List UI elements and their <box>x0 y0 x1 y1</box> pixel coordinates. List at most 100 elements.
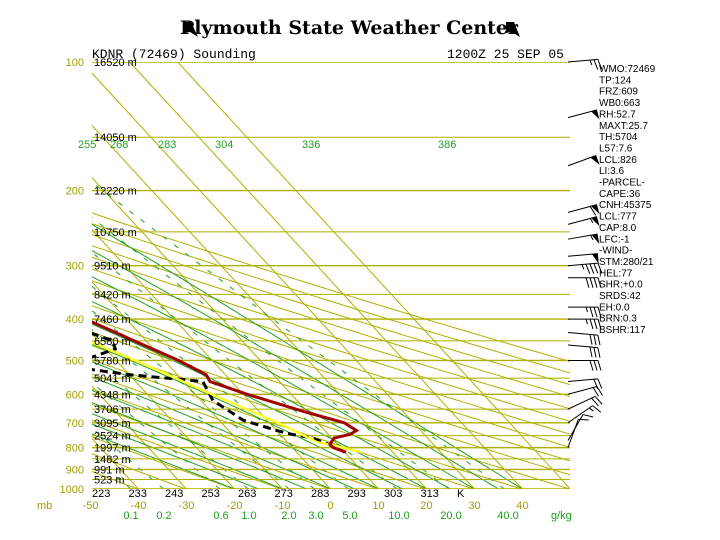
index-line: EH:0.0 <box>599 302 630 313</box>
height-label: 3095 m <box>94 418 131 430</box>
barb-feather <box>589 306 594 318</box>
mixing-ratio-label: 0.1 <box>123 510 138 522</box>
index-line: MAXT:25.7 <box>599 121 648 132</box>
moist-adiabat <box>92 402 307 489</box>
height-label: 9510 m <box>94 261 131 273</box>
barb-feather <box>589 263 595 274</box>
index-line: L57:7.6 <box>599 143 633 154</box>
barb-feather <box>593 306 598 318</box>
pressure-tick-label: 100 <box>66 57 84 69</box>
mixing-ratio-unit: g/kg <box>551 510 572 522</box>
height-label: 10750 m <box>94 227 137 239</box>
height-label: 523 m <box>94 474 125 486</box>
barb-shaft <box>567 262 598 267</box>
parcel-trace <box>92 341 362 454</box>
height-label: 8420 m <box>94 289 131 301</box>
height-label: 4348 m <box>94 389 131 401</box>
barb-feather <box>589 206 597 216</box>
barb-half-feather <box>581 264 585 270</box>
sounding-profiles <box>92 320 362 454</box>
sounding-info: KDNR (72469) Sounding 1200Z 25 SEP 05 <box>92 47 564 62</box>
barb-feather <box>593 347 597 358</box>
barb-feather <box>585 263 591 275</box>
theta-e-label: 255 <box>78 139 96 151</box>
barb-shaft <box>567 395 596 410</box>
wind-barb <box>567 262 603 275</box>
dewpoint-profile <box>92 331 346 454</box>
barb-feather <box>593 263 599 274</box>
barb-feather <box>578 418 589 421</box>
pressure-tick-label: 1000 <box>60 484 84 496</box>
wind-barb <box>567 216 600 227</box>
stability-indices: WMO:72469TP:124FRZ:609WB0:663RH:52.7MAXT… <box>599 64 656 336</box>
mixing-ratio-line <box>92 310 316 489</box>
height-label: 3706 m <box>94 404 131 416</box>
height-label: 1997 m <box>94 443 131 455</box>
temperature-tick-label: 30 <box>468 500 480 512</box>
barb-shaft <box>567 419 579 448</box>
barb-shaft <box>567 378 598 382</box>
theta-e-label: 336 <box>302 139 320 151</box>
height-label: 5780 m <box>94 355 131 367</box>
mixing-ratio-label: 40.0 <box>497 510 518 522</box>
height-label: 2524 m <box>94 431 131 443</box>
barb-shaft <box>567 58 598 63</box>
barb-feather <box>593 360 598 371</box>
temperature-profile <box>92 320 360 454</box>
wind-barb <box>568 306 602 318</box>
wind-barb <box>567 204 600 216</box>
mixing-ratio-label: 3.0 <box>308 510 323 522</box>
barb-flag <box>591 204 600 215</box>
barb-feather <box>597 347 601 358</box>
theta-tick-label: 223 <box>92 488 110 500</box>
mixing-ratio-label: 20.0 <box>440 510 461 522</box>
barb-flag <box>590 155 600 165</box>
height-label: 991 m <box>94 464 125 476</box>
wind-barb <box>567 155 600 167</box>
wind-barb <box>567 344 601 358</box>
pressure-tick-label: 500 <box>66 355 84 367</box>
barb-shaft <box>567 405 593 424</box>
barb-half-feather <box>589 59 593 66</box>
theta-tick-label: 283 <box>311 488 329 500</box>
height-label: 1482 m <box>94 454 131 466</box>
height-label: 14050 m <box>94 132 137 144</box>
pressure-tick-label: 300 <box>66 261 84 273</box>
moist-adiabat <box>92 390 331 489</box>
pressure-unit-label: mb <box>37 500 52 512</box>
dry-adiabat <box>92 373 426 489</box>
pressure-tick-label: 600 <box>66 389 84 401</box>
barb-feather <box>589 346 593 358</box>
wind-barb <box>567 395 603 410</box>
isotherm <box>92 176 379 489</box>
height-label: 16520 m <box>94 57 137 69</box>
moist-adiabat <box>92 223 523 489</box>
isotherm <box>0 62 43 489</box>
barb-feather <box>597 335 601 346</box>
wind-barb <box>567 418 589 448</box>
wind-barb <box>567 253 599 264</box>
isotherm <box>177 62 570 489</box>
barb-feather <box>592 387 600 397</box>
pressure-tick-label: 800 <box>66 443 84 455</box>
temperature-tick-label: -50 <box>83 500 99 512</box>
barb-shaft <box>567 344 598 349</box>
index-line: STM:280/21 <box>599 257 654 268</box>
temperature-tick-label: 20 <box>420 500 432 512</box>
isotherm <box>92 333 235 489</box>
barb-feather <box>591 397 599 407</box>
barb-feather <box>597 262 603 274</box>
mixing-ratio-label: 1.0 <box>241 510 256 522</box>
barb-half-feather <box>588 407 594 412</box>
barb-feather <box>585 277 590 288</box>
wind-barb <box>568 359 602 371</box>
theta-tick-label: 243 <box>165 488 183 500</box>
index-line: LI:3.6 <box>599 166 624 177</box>
barb-feather <box>593 59 599 70</box>
isotherm <box>92 385 187 489</box>
pressure-tick-label: 200 <box>66 186 84 198</box>
index-line: BRN:0.3 <box>599 314 637 325</box>
right-flag-icon <box>506 22 520 37</box>
mixing-ratio-label: 2.0 <box>281 510 296 522</box>
